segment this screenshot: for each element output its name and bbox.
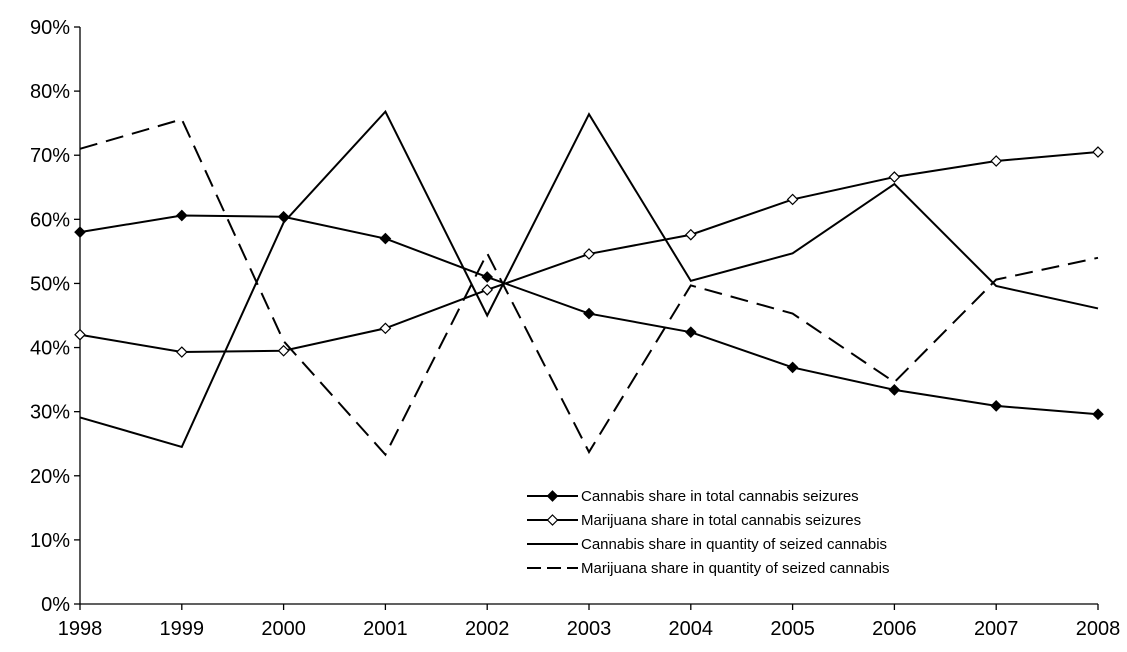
legend: Cannabis share in total cannabis seizure… (527, 488, 890, 577)
y-tick-label: 40% (30, 338, 70, 360)
data-point (1092, 408, 1104, 421)
data-point (990, 155, 1003, 167)
legend-item: Marijuana share in total cannabis seizur… (527, 512, 861, 529)
data-point (786, 361, 799, 374)
data-point (583, 248, 595, 260)
legend-marker (546, 490, 559, 502)
data-point (888, 171, 901, 183)
data-point (277, 344, 290, 357)
y-ticks: 0% 10% 20% 30% 40% 50% 60% 70% 80% 90% (30, 17, 80, 616)
legend-item: Cannabis share in total cannabis seizure… (527, 488, 859, 505)
series-layer (74, 109, 1104, 457)
series-4 (79, 118, 1099, 457)
x-tick-label: 2008 (1076, 618, 1121, 640)
x-tick-label: 1998 (58, 618, 103, 640)
x-tick-label: 1999 (160, 618, 205, 640)
data-point (481, 284, 494, 296)
data-point (990, 400, 1003, 412)
y-tick-label: 80% (30, 81, 70, 103)
y-tick-label: 20% (30, 466, 70, 488)
x-ticks: 1998 1999 2000 2001 2002 2003 2004 2005 2006 2007… (58, 604, 1121, 640)
data-point (175, 209, 188, 222)
x-tick-label: 2005 (770, 618, 815, 640)
y-tick-label: 30% (30, 402, 70, 424)
y-tick-label: 70% (30, 145, 70, 167)
data-point (684, 228, 697, 241)
data-point (786, 193, 799, 206)
x-tick-label: 2004 (669, 618, 714, 640)
data-point (74, 226, 86, 239)
y-tick-label: 50% (30, 273, 70, 295)
data-point (175, 346, 188, 358)
y-tick-label: 10% (30, 530, 70, 552)
x-tick-label: 2003 (567, 618, 612, 640)
data-point (684, 326, 697, 339)
data-point (379, 322, 392, 335)
legend-label: Cannabis share in total cannabis seizure… (581, 488, 859, 505)
y-tick-label: 90% (30, 17, 70, 39)
y-tick-label: 60% (30, 209, 70, 231)
y-tick-label: 0% (41, 594, 70, 616)
data-point (379, 232, 392, 245)
data-point (277, 210, 290, 223)
data-point (1092, 146, 1104, 158)
legend-item: Cannabis share in quantity of seized can… (527, 536, 887, 553)
series-line (79, 118, 1099, 457)
legend-label: Cannabis share in quantity of seized can… (581, 536, 887, 553)
series-2 (74, 146, 1104, 358)
x-tick-label: 2002 (465, 618, 510, 640)
legend-marker (546, 514, 559, 526)
x-tick-label: 2007 (974, 618, 1019, 640)
x-tick-label: 2000 (261, 618, 306, 640)
x-tick-label: 2001 (363, 618, 408, 640)
series-1 (74, 209, 1104, 421)
series-line (79, 109, 1099, 449)
legend-item: Marijuana share in quantity of seized ca… (527, 560, 890, 577)
data-point (481, 271, 494, 283)
data-point (888, 384, 901, 396)
series-3 (79, 109, 1099, 449)
data-point (74, 328, 86, 341)
data-point (583, 307, 595, 320)
x-tick-label: 2006 (872, 618, 917, 640)
legend-label: Marijuana share in total cannabis seizur… (581, 512, 861, 529)
legend-label: Marijuana share in quantity of seized ca… (581, 560, 890, 577)
